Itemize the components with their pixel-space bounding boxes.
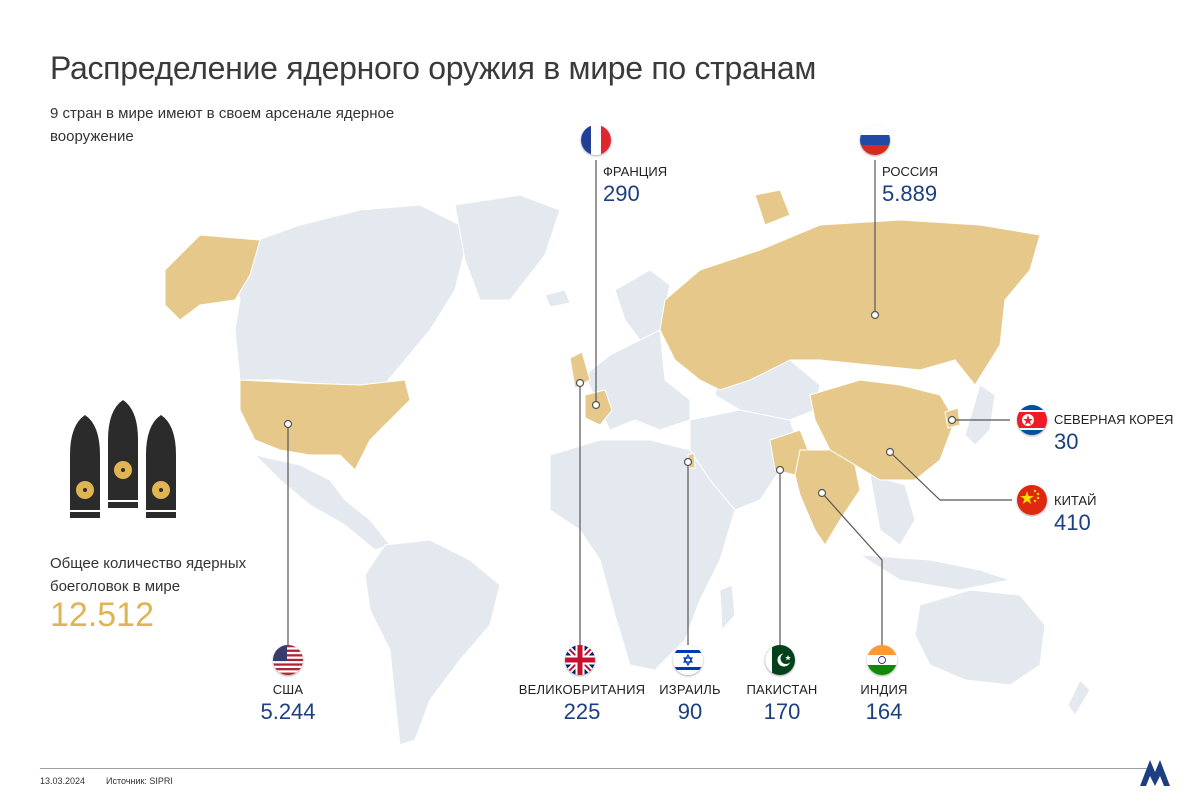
total-caption: Общее количество ядерных боеголовок в ми… <box>50 555 247 595</box>
japan-shape <box>964 384 996 446</box>
warhead-center-icon <box>108 400 138 508</box>
russia-label: РОССИЯ 5.889 <box>882 164 938 207</box>
uk-shape <box>569 351 591 389</box>
footer-divider <box>40 768 1150 769</box>
china-shape <box>809 379 956 481</box>
new-zealand-shape <box>1067 679 1091 716</box>
china-label: КИТАЙ 410 <box>1054 493 1096 536</box>
israel-value: 90 <box>677 699 703 724</box>
france-marker <box>591 400 601 410</box>
usa-flag-icon <box>273 645 303 675</box>
china-leader-line <box>889 451 1012 501</box>
footer-source: Источник: SIPRI <box>106 776 173 786</box>
usa-name: США <box>272 682 304 697</box>
india-name: ИНДИЯ <box>860 682 908 697</box>
pakistan-label: ПАКИСТАН 170 <box>746 682 817 725</box>
iceland-shape <box>544 289 571 308</box>
israel-name: ИЗРАИЛЬ <box>659 682 721 697</box>
north-korea-flag-icon <box>1017 405 1047 435</box>
israel-marker <box>683 457 693 467</box>
usa-shape <box>239 379 411 471</box>
russia-flag-icon <box>860 125 890 155</box>
page-subtitle: 9 стран в мире имеют в своем арсенале яд… <box>50 105 395 145</box>
canada-shape <box>229 204 471 391</box>
uk-label: ВЕЛИКОБРИТАНИЯ 225 <box>519 682 645 725</box>
usa-value: 5.244 <box>260 699 316 724</box>
india-flag-icon <box>867 645 897 675</box>
pakistan-flag-icon <box>765 645 795 675</box>
madagascar-shape <box>719 584 736 632</box>
uk-flag-icon <box>565 645 595 675</box>
israel-label: ИЗРАИЛЬ 90 <box>659 682 720 725</box>
uk-marker <box>575 378 585 388</box>
russia-name: РОССИЯ <box>882 164 939 179</box>
russia-islands-shape <box>754 189 791 226</box>
south-america-shape <box>364 539 501 746</box>
north-korea-marker <box>947 415 957 425</box>
russia-value: 5.889 <box>882 181 938 206</box>
agency-logo-icon <box>1140 760 1170 786</box>
warhead-right-icon <box>146 415 176 518</box>
north-korea-name: СЕВЕРНАЯ КОРЕЯ <box>1054 412 1174 427</box>
alaska-shape <box>164 234 261 321</box>
india-value: 164 <box>865 699 903 724</box>
warheads-illustration <box>70 400 176 518</box>
china-value: 410 <box>1054 510 1091 535</box>
pakistan-value: 170 <box>763 699 801 724</box>
uk-name: ВЕЛИКОБРИТАНИЯ <box>518 682 646 697</box>
france-value: 290 <box>603 181 640 206</box>
warhead-left-icon <box>70 415 100 518</box>
china-flag-icon <box>1017 485 1047 515</box>
china-name: КИТАЙ <box>1054 493 1097 508</box>
page-title: Распределение ядерного оружия в мире по … <box>50 50 817 86</box>
europe-shape <box>584 329 691 431</box>
russia-marker <box>870 310 880 320</box>
usa-marker <box>283 419 293 429</box>
africa-shape <box>549 439 736 671</box>
france-label: ФРАНЦИЯ 290 <box>603 164 667 207</box>
india-label: ИНДИЯ 164 <box>860 682 907 725</box>
india-leader-line <box>821 492 883 645</box>
france-flag-icon <box>581 125 611 155</box>
france-name: ФРАНЦИЯ <box>603 164 668 179</box>
north-korea-value: 30 <box>1054 429 1079 454</box>
russia-shape <box>659 219 1041 391</box>
pakistan-marker <box>775 465 785 475</box>
southeast-asia-shape <box>869 474 916 546</box>
china-marker <box>885 447 895 457</box>
israel-flag-icon <box>673 645 703 675</box>
greenland-shape <box>454 194 561 301</box>
australia-shape <box>914 589 1046 686</box>
india-shape <box>794 449 861 546</box>
usa-label: США 5.244 <box>260 682 315 725</box>
pakistan-name: ПАКИСТАН <box>746 682 818 697</box>
indonesia-shape <box>859 554 1012 591</box>
india-marker <box>817 488 827 498</box>
total-value: 12.512 <box>50 596 154 634</box>
uk-value: 225 <box>563 699 601 724</box>
north-korea-label: СЕВЕРНАЯ КОРЕЯ 30 <box>1054 412 1173 455</box>
footer-date: 13.03.2024 <box>40 776 86 786</box>
